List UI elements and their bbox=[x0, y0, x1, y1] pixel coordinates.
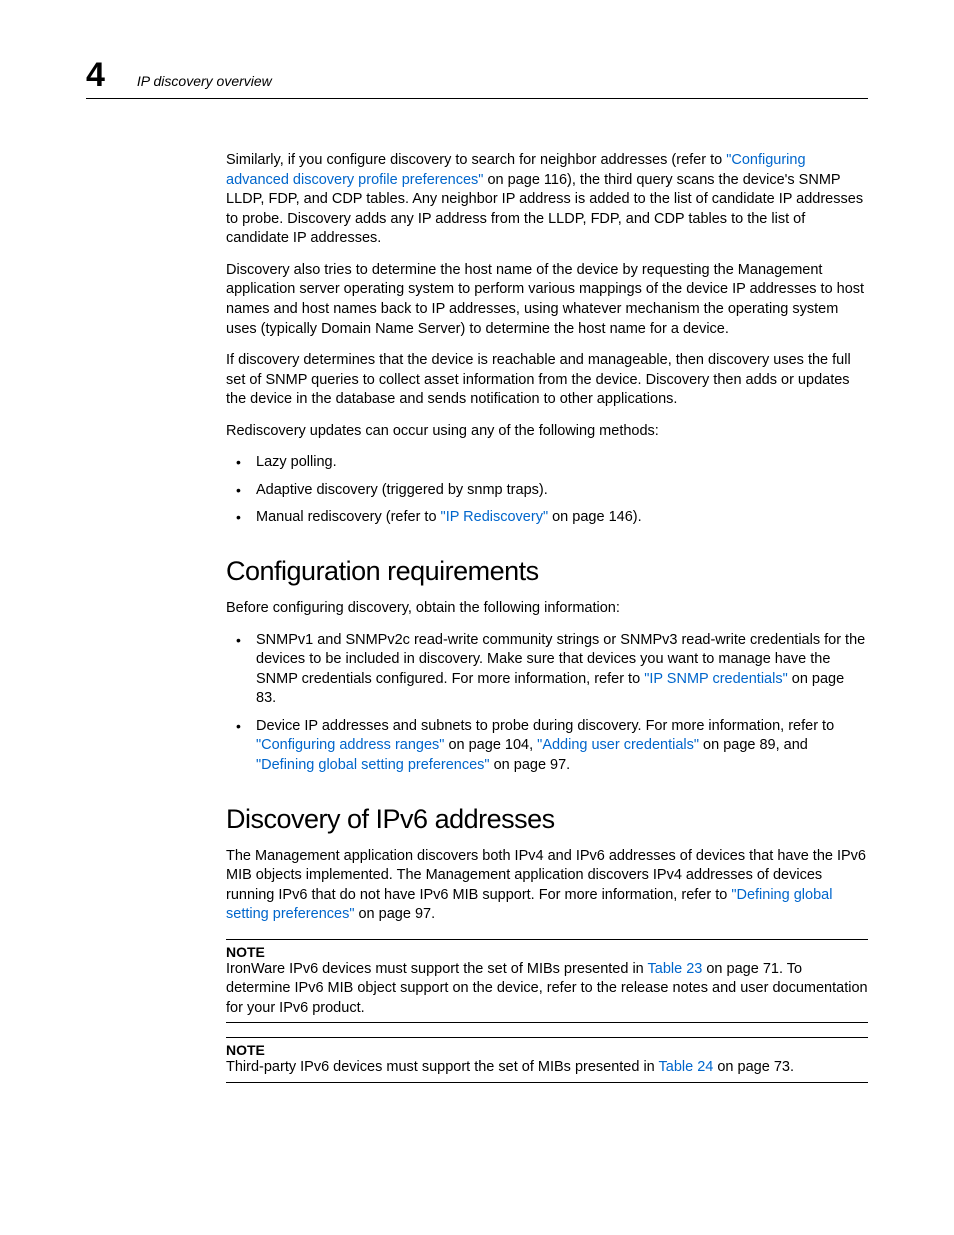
heading-configuration-requirements: Configuration requirements bbox=[226, 556, 868, 587]
text: IronWare IPv6 devices must support the s… bbox=[226, 961, 648, 977]
text: on page 97. bbox=[490, 757, 571, 773]
text: on page 73. bbox=[713, 1059, 794, 1075]
rule bbox=[226, 1022, 868, 1023]
page-header: 4 IP discovery overview bbox=[86, 58, 868, 99]
paragraph-ipv6: The Management application discovers bot… bbox=[226, 847, 868, 925]
rediscovery-methods-list: Lazy polling. Adaptive discovery (trigge… bbox=[226, 453, 868, 528]
page: 4 IP discovery overview Similarly, if yo… bbox=[0, 0, 954, 1235]
text: Device IP addresses and subnets to probe… bbox=[256, 718, 834, 734]
link-defining-global-settings-1[interactable]: "Defining global setting preferences" bbox=[256, 757, 490, 773]
list-item: SNMPv1 and SNMPv2c read-write community … bbox=[226, 631, 868, 709]
link-configuring-address-ranges[interactable]: "Configuring address ranges" bbox=[256, 737, 444, 753]
list-item: Lazy polling. bbox=[226, 453, 868, 473]
link-table-24[interactable]: Table 24 bbox=[659, 1059, 714, 1075]
link-ip-rediscovery[interactable]: "IP Rediscovery" bbox=[441, 509, 549, 525]
list-item: Manual rediscovery (refer to "IP Redisco… bbox=[226, 508, 868, 528]
text: on page 104, bbox=[444, 737, 537, 753]
note-label: NOTE bbox=[226, 944, 868, 960]
rule bbox=[226, 1037, 868, 1038]
text: on page 146). bbox=[548, 509, 642, 525]
text: on page 97. bbox=[354, 906, 435, 922]
paragraph-neighbor-discovery: Similarly, if you configure discovery to… bbox=[226, 151, 868, 249]
paragraph-snmp-queries: If discovery determines that the device … bbox=[226, 351, 868, 410]
note-label: NOTE bbox=[226, 1042, 868, 1058]
note-ironware: NOTE IronWare IPv6 devices must support … bbox=[226, 939, 868, 1024]
note-text: Third-party IPv6 devices must support th… bbox=[226, 1058, 868, 1078]
heading-discovery-ipv6: Discovery of IPv6 addresses bbox=[226, 804, 868, 835]
body-column: Similarly, if you configure discovery to… bbox=[226, 151, 868, 1083]
text: Similarly, if you configure discovery to… bbox=[226, 152, 726, 168]
link-adding-user-credentials[interactable]: "Adding user credentials" bbox=[537, 737, 699, 753]
text: Manual rediscovery (refer to bbox=[256, 509, 441, 525]
rule bbox=[226, 939, 868, 940]
note-text: IronWare IPv6 devices must support the s… bbox=[226, 960, 868, 1019]
note-third-party: NOTE Third-party IPv6 devices must suppo… bbox=[226, 1037, 868, 1083]
paragraph-hostname: Discovery also tries to determine the ho… bbox=[226, 261, 868, 339]
paragraph-rediscovery-intro: Rediscovery updates can occur using any … bbox=[226, 422, 868, 442]
paragraph-config-intro: Before configuring discovery, obtain the… bbox=[226, 599, 868, 619]
rule bbox=[226, 1082, 868, 1083]
chapter-number: 4 bbox=[86, 58, 105, 92]
link-table-23[interactable]: Table 23 bbox=[648, 961, 703, 977]
config-requirements-list: SNMPv1 and SNMPv2c read-write community … bbox=[226, 631, 868, 776]
running-title: IP discovery overview bbox=[137, 73, 272, 89]
text: on page 89, and bbox=[699, 737, 808, 753]
list-item: Adaptive discovery (triggered by snmp tr… bbox=[226, 481, 868, 501]
text: Third-party IPv6 devices must support th… bbox=[226, 1059, 659, 1075]
link-ip-snmp-credentials[interactable]: "IP SNMP credentials" bbox=[644, 671, 788, 687]
list-item: Device IP addresses and subnets to probe… bbox=[226, 717, 868, 776]
